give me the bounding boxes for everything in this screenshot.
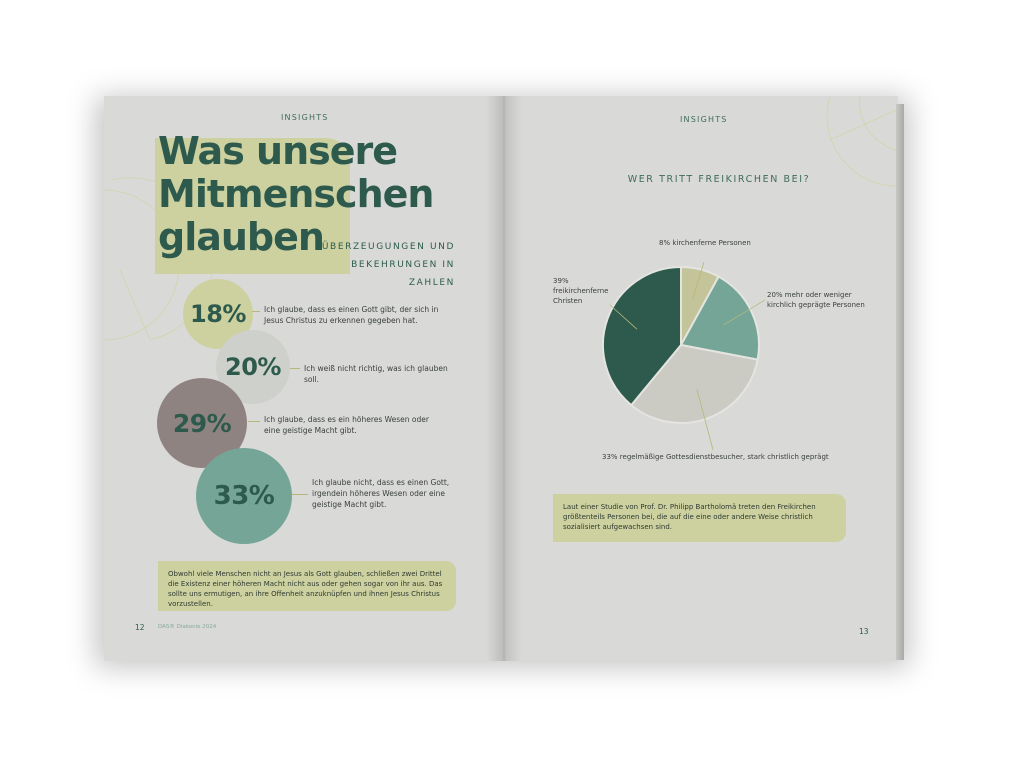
subtitle-line-2: BEKEHRUNGEN IN ZAHLEN <box>351 260 455 288</box>
title-line-1: Was unsere <box>158 129 398 173</box>
pie-slice <box>679 275 760 361</box>
pie-leader-line <box>692 261 705 300</box>
stat-value: 33% <box>213 481 275 511</box>
title-highlight-block <box>155 138 350 274</box>
stat-value: 29% <box>172 408 232 438</box>
page-subtitle: ÜBERZEUGUNGEN UND BEKEHRUNGEN IN ZAHLEN <box>305 238 455 292</box>
pie-slice <box>602 265 682 407</box>
pie-label-20: 20% mehr oder weniger kirchlich geprägte… <box>767 291 865 309</box>
connector-line <box>290 368 300 369</box>
stat-circle-33: 33% <box>196 448 292 544</box>
pie-slice <box>629 343 759 424</box>
stat-text-33: Ich glaube nicht, dass es einen Gott, ir… <box>312 478 450 509</box>
right-note-box: Laut einer Studie von Prof. Dr. Philipp … <box>553 494 846 542</box>
chart-title: WER TRITT FREIKIRCHEN BEI? <box>627 174 811 185</box>
pie-label-33: 33% regelmäßige Gottesdienstbesucher, st… <box>602 453 829 461</box>
kicker-left: INSIGHTS <box>281 113 329 122</box>
stat-value: 18% <box>190 300 246 328</box>
connector-line <box>292 494 308 495</box>
stat-circle-18: 18% <box>183 279 253 349</box>
title-line-2: Mitmenschen <box>158 172 434 216</box>
left-note-box: Obwohl viele Menschen nicht an Jesus als… <box>158 561 456 611</box>
stat-value: 20% <box>225 353 281 381</box>
stat-circle-20: 20% <box>216 330 290 404</box>
pie-leader-line <box>609 304 638 330</box>
kicker-right: INSIGHTS <box>680 115 728 124</box>
footer-credit: DAS® Diakonie 2024 <box>158 624 217 630</box>
title-line-3: glauben <box>158 215 325 259</box>
page-edge <box>896 104 904 660</box>
stat-text-18: Ich glaube, dass es einen Gott gibt, der… <box>264 305 439 325</box>
connector-line <box>252 311 260 312</box>
page-number-right: 13 <box>859 627 869 636</box>
connector-line <box>248 421 260 422</box>
pie-leader-line <box>723 299 766 326</box>
book-spine <box>486 96 522 661</box>
pie-label-39: 39% freikirchenferne Christen <box>553 277 609 305</box>
page-title: Was unsere Mitmenschen glauben <box>158 129 434 259</box>
stat-text-29: Ich glaube, dass es ein höheres Wesen od… <box>264 415 429 435</box>
page-number-left: 12 <box>135 623 145 632</box>
pie-leader-line <box>696 388 714 451</box>
pie-label-8: 8% kirchenferne Personen <box>659 239 751 247</box>
stat-text-20: Ich weiß nicht richtig, was ich glauben … <box>304 364 448 384</box>
subtitle-line-1: ÜBERZEUGUNGEN UND <box>321 242 455 252</box>
